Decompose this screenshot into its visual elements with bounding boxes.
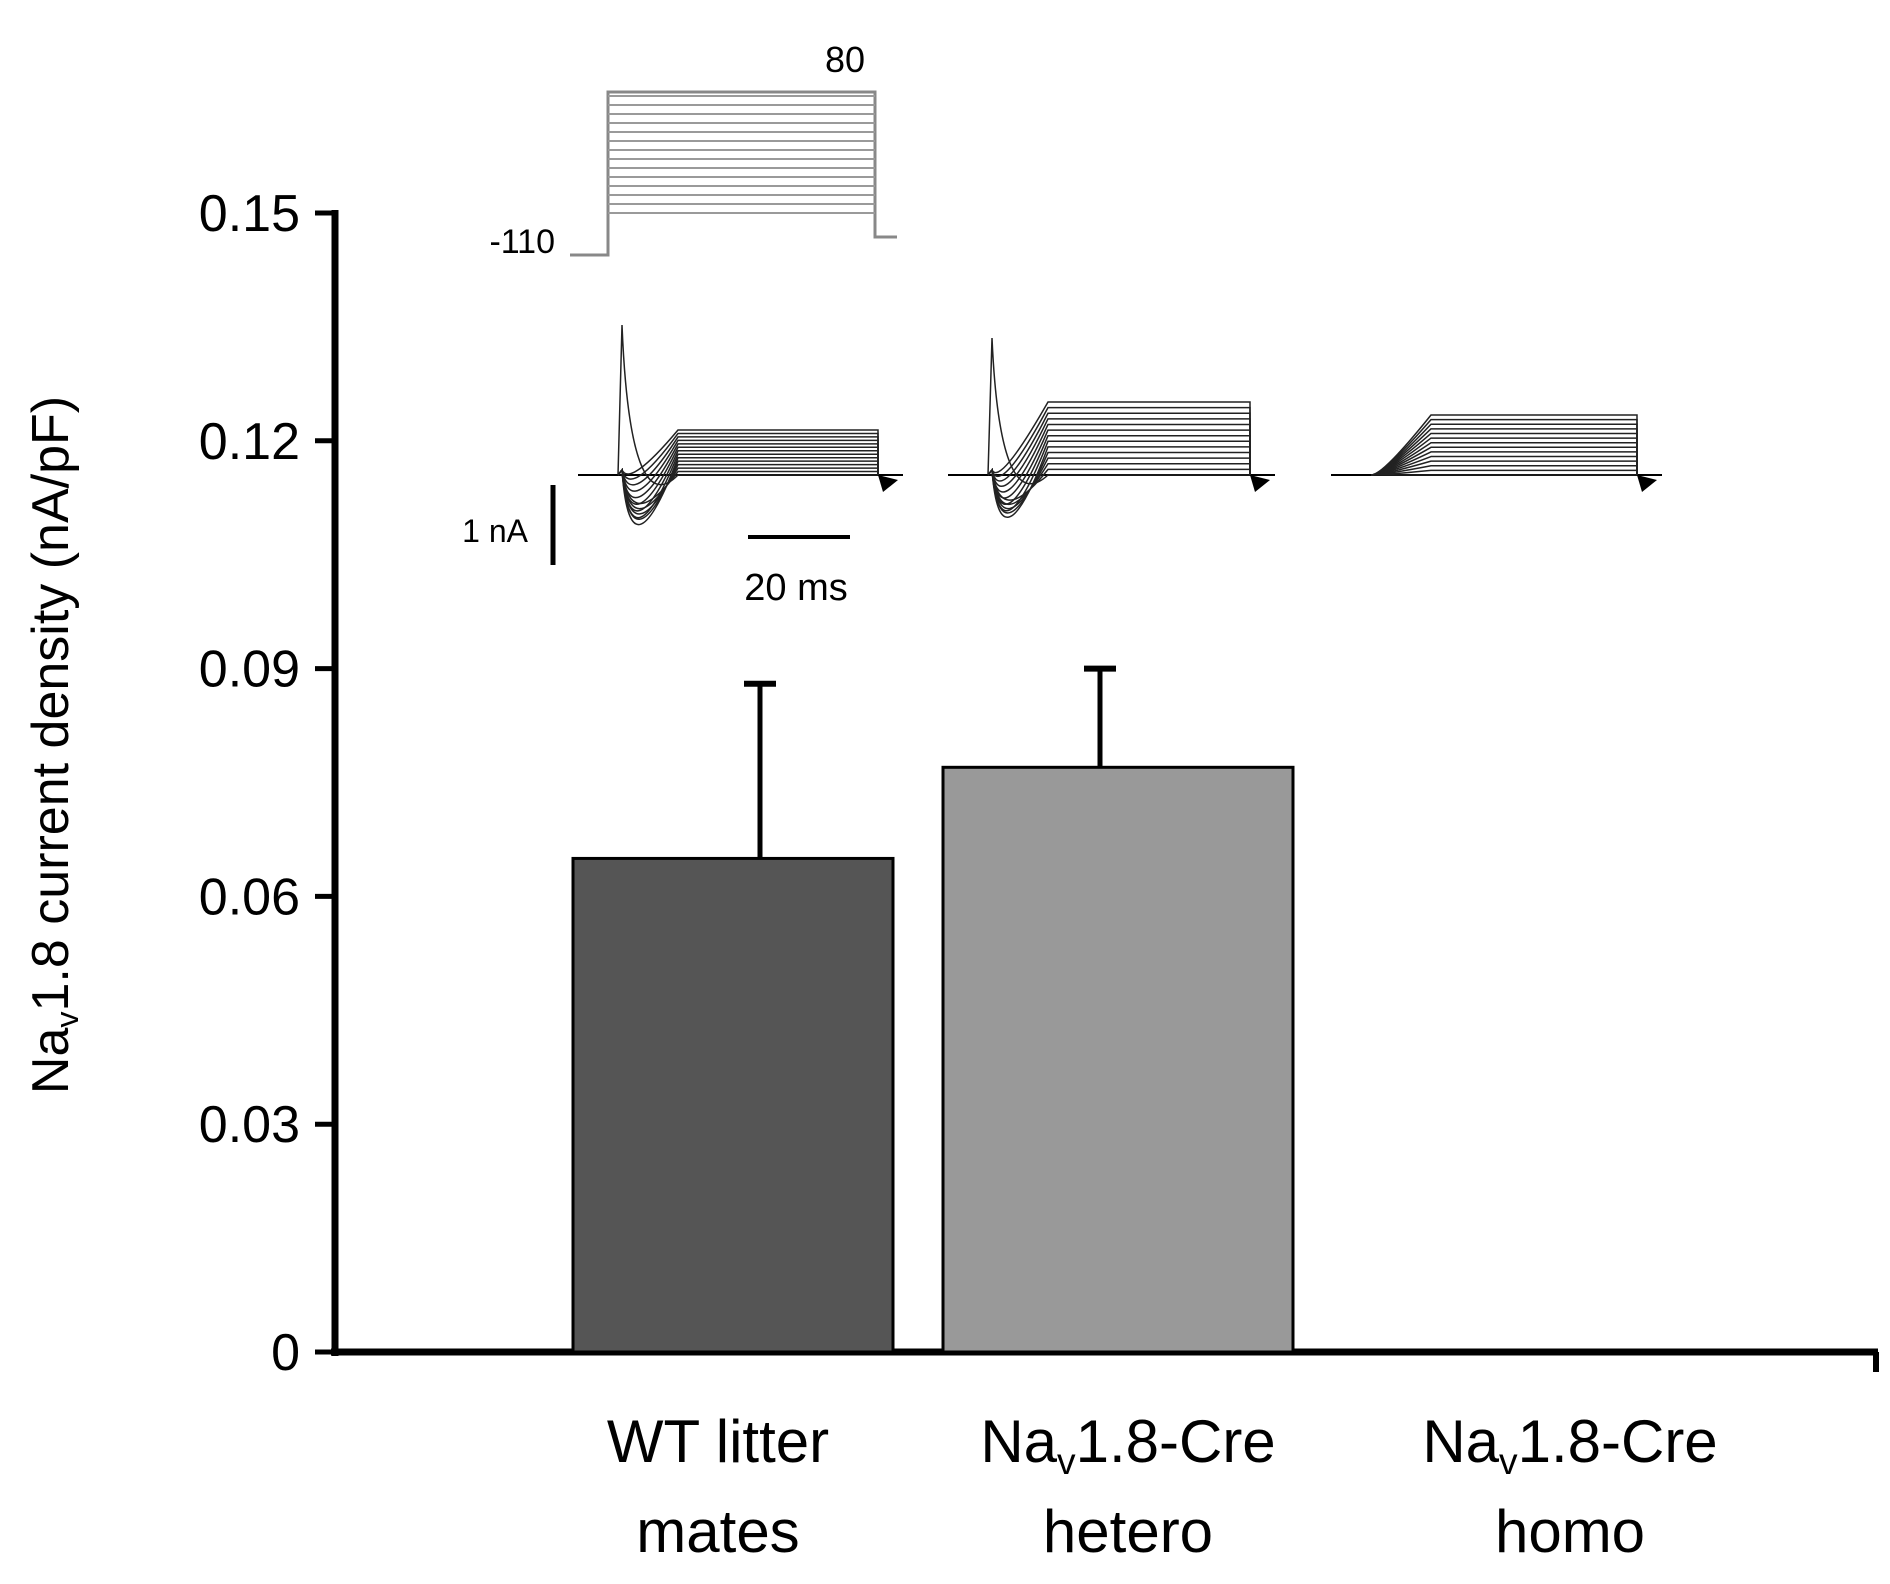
category-label-homo-rest: 1.8-Cre (1518, 1408, 1718, 1475)
protocol-high-label: 80 (825, 39, 865, 80)
current-traces-inset: 1 nA 20 ms (462, 324, 1662, 609)
time-scale-label: 20 ms (744, 567, 847, 609)
category-label-wt: WT litter (607, 1408, 829, 1475)
y-ticks: 0 0.03 0.06 0.09 0.12 0.15 (199, 185, 335, 1382)
y-axis-title-rest: 1.8 current density (nA/pF) (22, 396, 80, 1012)
y-tick-label: 0.12 (199, 413, 300, 471)
tail-current (1250, 475, 1270, 492)
tail-current (1637, 475, 1657, 492)
current-trace (617, 429, 879, 476)
category-label-homo-prefix: Na (1422, 1408, 1499, 1475)
current-trace (617, 460, 879, 520)
y-tick-label: 0.15 (199, 185, 300, 243)
y-axis-title-prefix: Na (22, 1028, 80, 1095)
category-label-hetero-rest: 1.8-Cre (1076, 1408, 1276, 1475)
y-tick-label: 0.03 (199, 1096, 300, 1154)
y-tick-label: 0.06 (199, 868, 300, 926)
bar (571, 856, 895, 1354)
current-trace (987, 337, 1250, 485)
y-tick-label: 0 (271, 1324, 300, 1382)
category-label-homo-line2: homo (1495, 1498, 1645, 1565)
current-trace (1370, 414, 1638, 476)
protocol-steps (570, 90, 897, 257)
y-axis-title-sub: v (49, 1012, 85, 1028)
category-label-hetero: Nav1.8-Cre (980, 1408, 1275, 1482)
category-label-hetero-prefix: Na (980, 1408, 1057, 1475)
category-label-wt-line2: mates (636, 1498, 799, 1565)
current-scale-label: 1 nA (462, 513, 528, 549)
category-label-wt-line1: WT litter (607, 1408, 829, 1475)
current-trace (987, 406, 1251, 477)
voltage-protocol-inset: 80 -110 (489, 39, 897, 261)
category-label-homo-sub: v (1499, 1440, 1518, 1482)
category-label-hetero-line2: hetero (1043, 1498, 1213, 1565)
bars (571, 765, 1295, 1354)
bar (941, 765, 1295, 1354)
error-bars (744, 665, 1116, 859)
current-traces (578, 324, 1662, 526)
current-trace (617, 443, 879, 499)
y-axis-title: Nav1.8 current density (nA/pF) (22, 396, 85, 1094)
current-trace (987, 401, 1251, 476)
tail-current (878, 475, 898, 492)
protocol-low-label: -110 (489, 223, 555, 261)
category-label-hetero-sub: v (1057, 1440, 1076, 1482)
protocol-outline (570, 90, 897, 257)
category-label-homo: Nav1.8-Cre (1422, 1408, 1717, 1482)
y-tick-label: 0.09 (199, 641, 300, 699)
x-category-labels: WT litter mates Nav1.8-Cre hetero Nav1.8… (607, 1408, 1718, 1565)
